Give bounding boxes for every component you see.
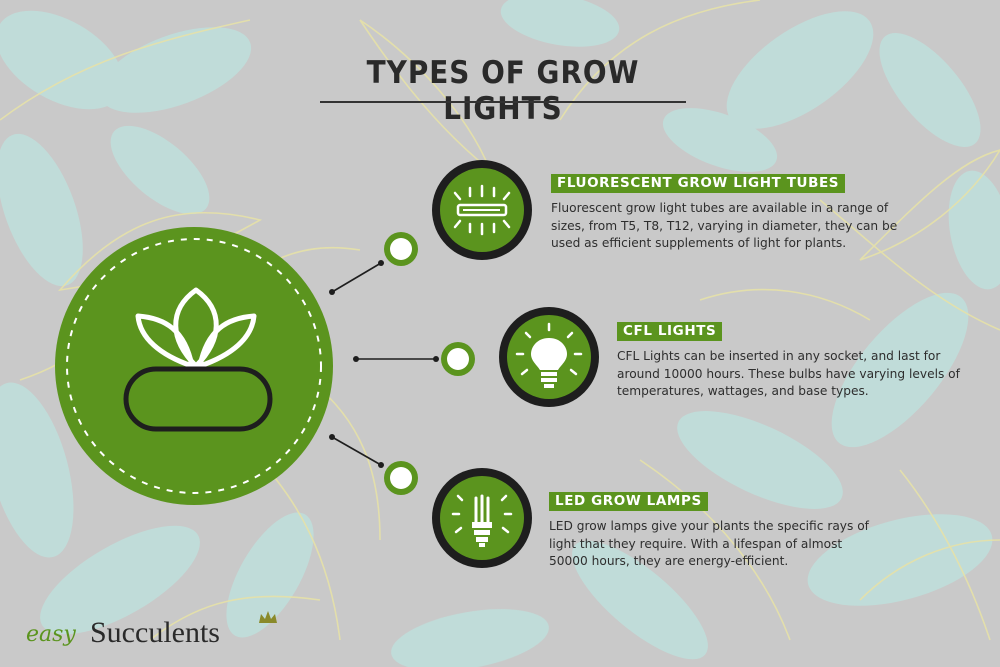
page-title: TYPES OF GROW LIGHTS (366, 55, 640, 127)
light-bulb-icon (499, 307, 599, 407)
fluorescent-tube-icon (432, 160, 532, 260)
title-underline (320, 101, 686, 103)
led-heading: LED GROW LAMPS (549, 492, 708, 511)
fluorescent-description: Fluorescent grow light tubes are availab… (551, 201, 898, 250)
led-description: LED grow lamps give your plants the spec… (549, 519, 869, 568)
pot-shape (123, 366, 273, 432)
led-lamp-icon (432, 468, 532, 568)
connector-lines (331, 262, 436, 466)
ring-nodes (384, 232, 475, 495)
logo-succulents-text: Succulents (90, 616, 220, 649)
cfl-description: CFL Lights can be inserted in any socket… (617, 349, 960, 398)
succulent-plant-pot-icon (135, 287, 257, 369)
crown-icon (259, 611, 277, 623)
connector-dots (329, 260, 439, 468)
logo-easy-text: easy (26, 622, 76, 647)
cfl-heading: CFL LIGHTS (617, 322, 723, 341)
fluorescent-heading: FLUORESCENT GROW LIGHT TUBES (551, 174, 846, 193)
